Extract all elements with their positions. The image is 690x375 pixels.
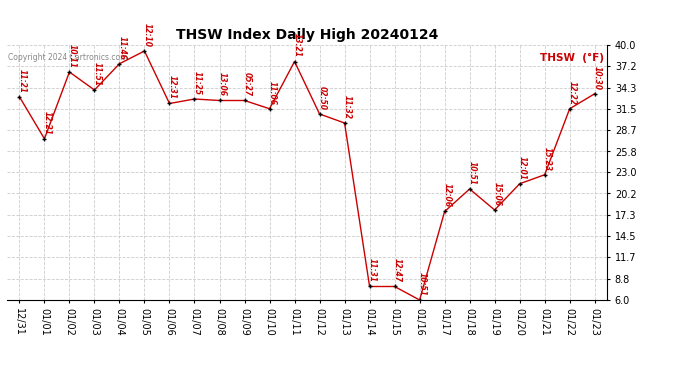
Text: 11:32: 11:32 [343, 95, 352, 119]
Text: 15:23: 15:23 [543, 147, 552, 171]
Text: 10:51: 10:51 [418, 272, 427, 296]
Text: 11:46: 11:46 [118, 36, 127, 60]
Text: 02:50: 02:50 [318, 86, 327, 110]
Text: 13:06: 13:06 [218, 72, 227, 96]
Text: 11:31: 11:31 [368, 258, 377, 282]
Text: 13:21: 13:21 [293, 33, 302, 57]
Text: 12:21: 12:21 [43, 111, 52, 135]
Text: 12:10: 12:10 [143, 23, 152, 47]
Text: 10:51: 10:51 [468, 161, 477, 185]
Text: 05:27: 05:27 [243, 72, 252, 96]
Text: 10:30: 10:30 [593, 66, 602, 90]
Text: 11:51: 11:51 [92, 62, 101, 86]
Text: 11:21: 11:21 [18, 69, 27, 93]
Text: 12:22: 12:22 [568, 81, 577, 105]
Text: 12:31: 12:31 [168, 75, 177, 99]
Title: THSW Index Daily High 20240124: THSW Index Daily High 20240124 [176, 28, 438, 42]
Text: 12:47: 12:47 [393, 258, 402, 282]
Text: 10:11: 10:11 [68, 44, 77, 68]
Text: THSW  (°F): THSW (°F) [540, 53, 604, 63]
Text: 11:25: 11:25 [193, 71, 201, 95]
Text: 11:06: 11:06 [268, 81, 277, 105]
Text: 15:06: 15:06 [493, 182, 502, 206]
Text: Copyright 2024 Cartronics.com: Copyright 2024 Cartronics.com [8, 53, 128, 62]
Text: 12:06: 12:06 [443, 183, 452, 207]
Text: 12:01: 12:01 [518, 156, 527, 180]
